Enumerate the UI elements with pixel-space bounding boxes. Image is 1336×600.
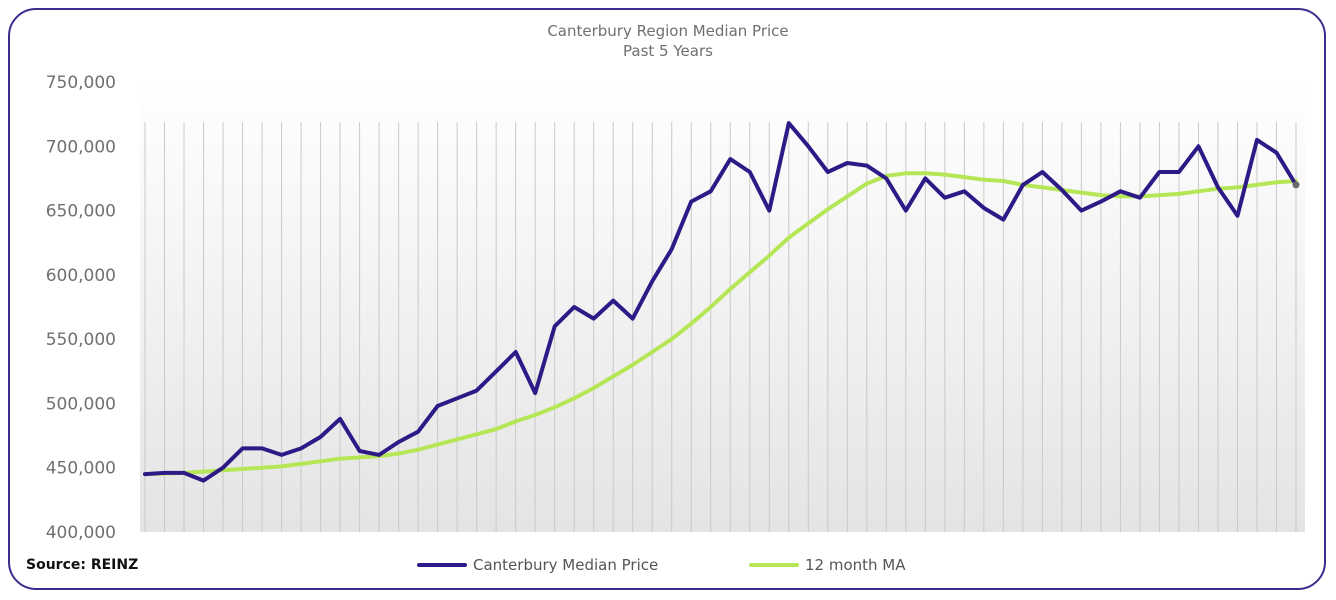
chart-subtitle: Past 5 Years <box>623 42 713 60</box>
legend-swatch-median <box>417 563 467 567</box>
legend-swatch-ma <box>749 563 799 567</box>
source-note: Source: REINZ <box>26 557 139 573</box>
y-tick-label: 450,000 <box>46 459 116 479</box>
legend-label-median: Canterbury Median Price <box>473 556 659 574</box>
chart-title: Canterbury Region Median Price <box>547 22 789 40</box>
series-end-marker <box>1292 181 1300 189</box>
y-axis-ticks: 400,000 450,000 500,000 550,000 600,000 650,0… <box>46 73 116 543</box>
y-tick-label: 700,000 <box>46 137 116 157</box>
legend-item-ma: 12 month MA <box>749 556 906 574</box>
y-tick-label: 500,000 <box>46 394 116 414</box>
plot-background <box>140 80 1305 532</box>
y-tick-label: 750,000 <box>46 73 116 93</box>
series-line-12-month-ma <box>143 171 1298 477</box>
y-tick-label: 400,000 <box>46 523 116 543</box>
series-layer <box>143 121 1300 483</box>
legend-item-median: Canterbury Median Price <box>417 556 658 574</box>
y-tick-label: 650,000 <box>46 202 116 222</box>
y-tick-label: 550,000 <box>46 330 116 350</box>
series-line-median-price <box>143 121 1298 483</box>
legend-label-ma: 12 month MA <box>805 556 906 574</box>
grid-lines <box>144 122 1297 532</box>
y-tick-label: 600,000 <box>46 266 116 286</box>
